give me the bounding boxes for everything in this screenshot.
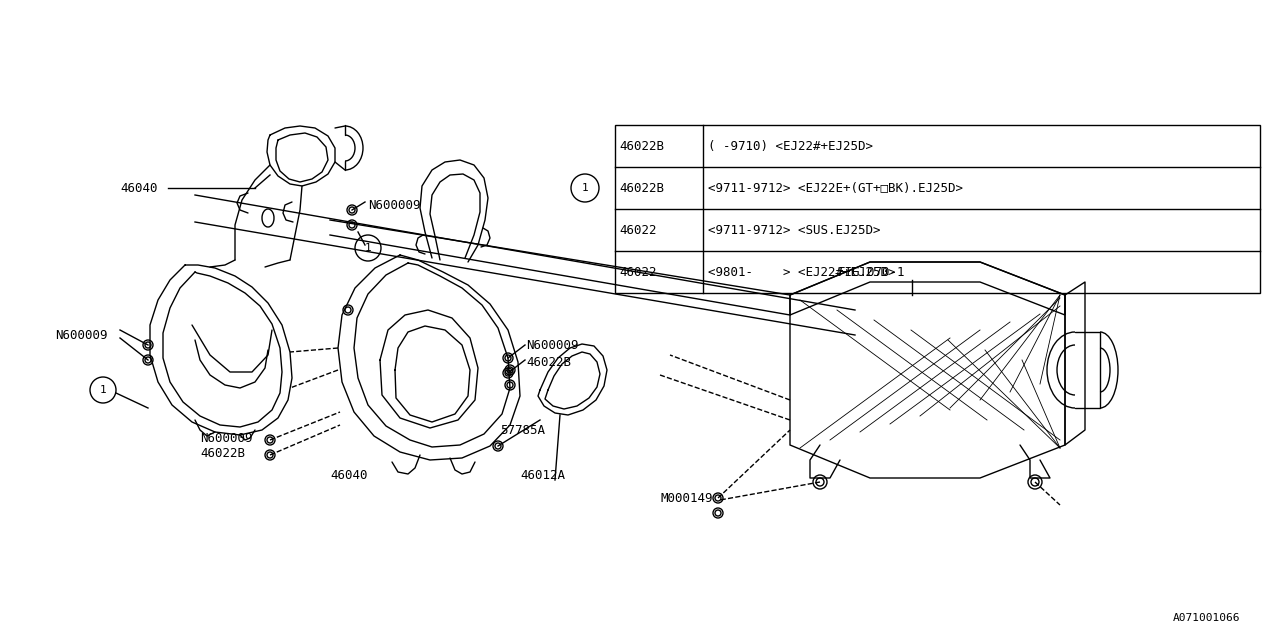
Text: M000149: M000149 (660, 492, 713, 504)
Text: N600009: N600009 (55, 328, 108, 342)
Text: N600009: N600009 (200, 431, 252, 445)
Text: 57785A: 57785A (500, 424, 545, 436)
Text: N600009: N600009 (526, 339, 579, 351)
Text: 46022B: 46022B (200, 447, 244, 460)
Text: 1: 1 (100, 385, 106, 395)
Text: ( -9710) <EJ22#+EJ25D>: ( -9710) <EJ22#+EJ25D> (708, 140, 873, 152)
Text: 46022: 46022 (620, 223, 657, 237)
Text: 1: 1 (581, 183, 589, 193)
Text: 46022B: 46022B (620, 140, 664, 152)
Text: 46040: 46040 (330, 468, 367, 481)
Text: 46012A: 46012A (520, 468, 564, 481)
Text: FIG.070-1: FIG.070-1 (838, 266, 905, 278)
Text: <9711-9712> <EJ22E+(GT+□BK).EJ25D>: <9711-9712> <EJ22E+(GT+□BK).EJ25D> (708, 182, 963, 195)
Text: 1: 1 (365, 243, 371, 253)
Text: 46022: 46022 (620, 266, 657, 278)
Text: <9711-9712> <SUS.EJ25D>: <9711-9712> <SUS.EJ25D> (708, 223, 881, 237)
Bar (614, 125, 1260, 293)
Text: 46040: 46040 (120, 182, 157, 195)
Text: 46022B: 46022B (526, 355, 571, 369)
Text: 46022B: 46022B (620, 182, 664, 195)
Text: <9801-    > <EJ22#+EJ25D>: <9801- > <EJ22#+EJ25D> (708, 266, 896, 278)
Text: A071001066: A071001066 (1172, 613, 1240, 623)
Text: N600009: N600009 (369, 198, 421, 211)
